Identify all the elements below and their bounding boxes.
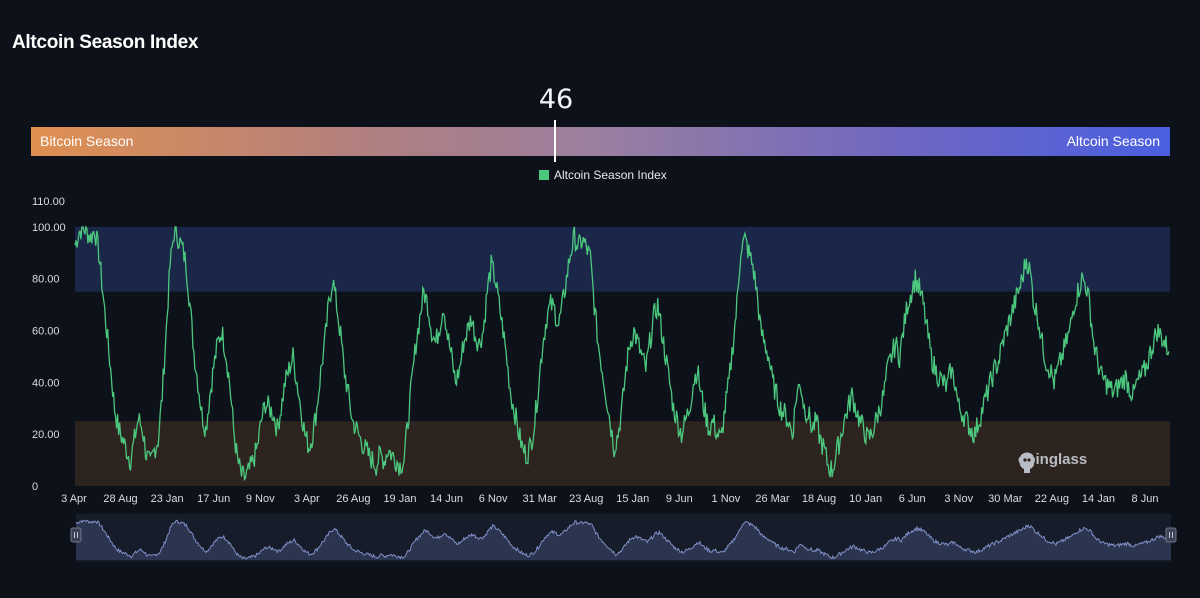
- x-tick-label: 23 Jan: [151, 493, 184, 505]
- y-tick-label: 0: [32, 481, 38, 493]
- gauge-marker: [553, 120, 556, 162]
- y-tick-label: 100.00: [32, 222, 66, 234]
- gauge-value: 46: [538, 84, 574, 115]
- x-tick-label: 1 Nov: [712, 493, 741, 505]
- bitcoin-season-label: Bitcoin Season: [40, 133, 134, 149]
- x-tick-label: 26 Mar: [755, 493, 790, 505]
- bitcoin-season-band: [75, 421, 1170, 486]
- y-tick-label: 80.00: [32, 274, 60, 286]
- navigator-right-handle[interactable]: [1165, 527, 1177, 543]
- range-navigator[interactable]: [70, 514, 1177, 562]
- x-tick-label: 30 Mar: [988, 493, 1023, 505]
- altcoin-season-label: Altcoin Season: [1066, 133, 1160, 149]
- altcoin-season-index-line: [74, 225, 1170, 482]
- navigator-left-handle[interactable]: [70, 527, 82, 543]
- chart-legend[interactable]: Altcoin Season Index: [539, 168, 667, 182]
- x-tick-label: 23 Aug: [569, 493, 603, 505]
- x-tick-label: 18 Aug: [802, 493, 836, 505]
- x-tick-label: 6 Jun: [899, 493, 926, 505]
- x-tick-label: 17 Jun: [197, 493, 230, 505]
- x-tick-label: 3 Apr: [294, 493, 320, 505]
- coinglass-watermark: coinglass: [1018, 451, 1088, 473]
- x-tick-label: 31 Mar: [523, 493, 558, 505]
- x-tick-label: 15 Jan: [616, 493, 649, 505]
- x-tick-label: 9 Nov: [246, 493, 275, 505]
- x-tick-label: 14 Jun: [430, 493, 463, 505]
- x-tick-label: 8 Jun: [1132, 493, 1159, 505]
- x-tick-label: 26 Aug: [336, 493, 370, 505]
- y-tick-label: 20.00: [32, 429, 60, 441]
- x-tick-label: 19 Jan: [383, 493, 416, 505]
- season-gauge-bar: Bitcoin Season Altcoin Season: [31, 120, 1170, 162]
- y-tick-label: 110.00: [32, 196, 65, 208]
- navigator-line: [75, 519, 1172, 560]
- x-tick-label: 14 Jan: [1082, 493, 1115, 505]
- x-tick-label: 9 Jun: [666, 493, 693, 505]
- legend-label: Altcoin Season Index: [554, 168, 667, 182]
- x-tick-label: 22 Aug: [1035, 493, 1069, 505]
- navigator-area: [76, 520, 1171, 560]
- x-tick-label: 28 Aug: [103, 493, 137, 505]
- watermark-text: coinglass: [1018, 451, 1088, 468]
- coinglass-logo-icon: [1019, 452, 1035, 473]
- x-tick-label: 3 Apr: [61, 493, 87, 505]
- page-title: Altcoin Season Index: [12, 32, 199, 53]
- x-tick-label: 10 Jan: [849, 493, 882, 505]
- legend-swatch: [539, 170, 549, 180]
- altcoin-season-band: [75, 226, 1170, 292]
- y-tick-label: 40.00: [32, 377, 60, 389]
- x-tick-label: 6 Nov: [479, 493, 508, 505]
- y-tick-label: 60.00: [32, 326, 60, 338]
- x-tick-label: 3 Nov: [944, 493, 973, 505]
